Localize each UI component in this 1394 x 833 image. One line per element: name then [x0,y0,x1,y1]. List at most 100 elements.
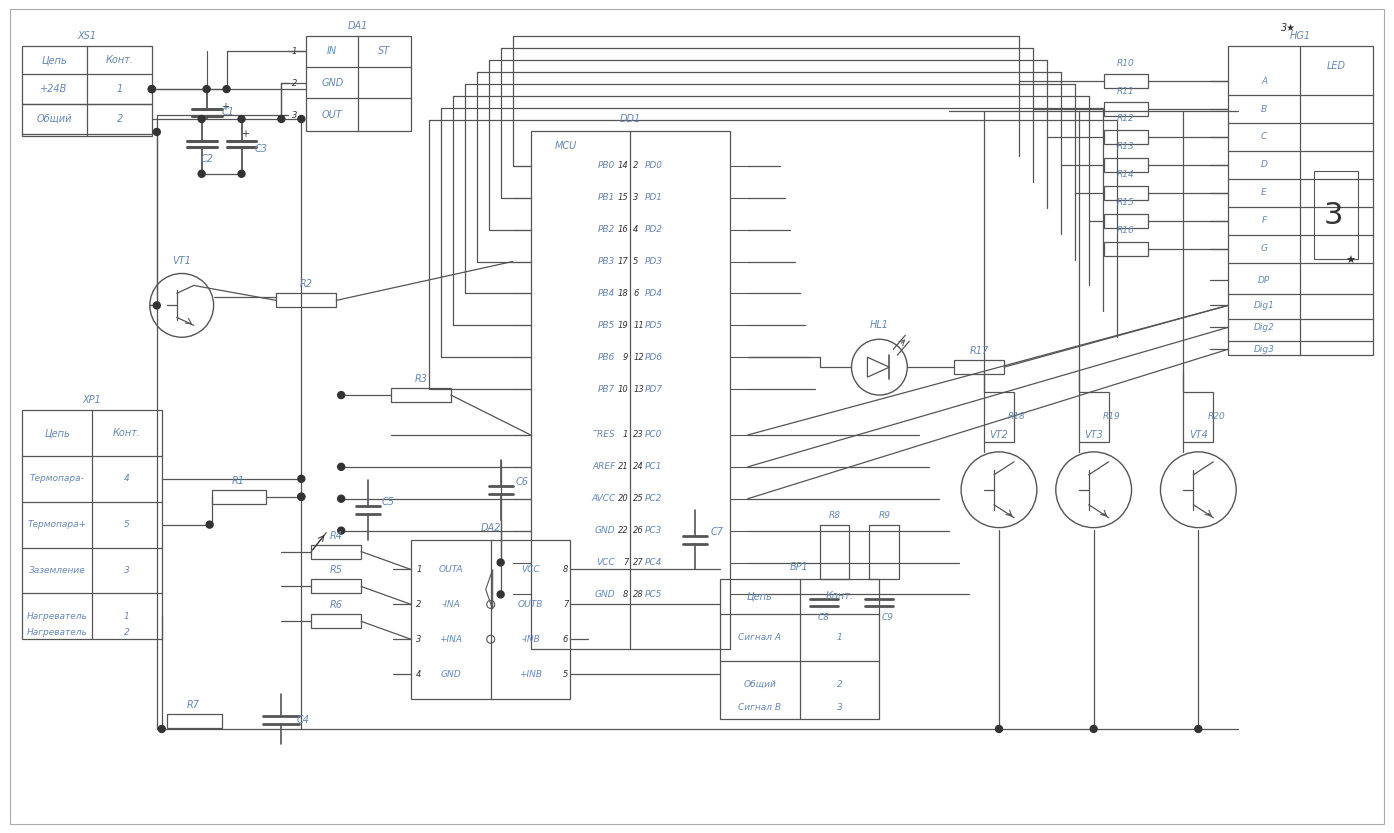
Text: R16: R16 [1117,226,1135,235]
Text: 28: 28 [633,590,644,599]
Text: GND: GND [595,590,615,599]
Text: 8: 8 [623,590,629,599]
Text: PC1: PC1 [645,462,662,471]
Bar [1315,171,1358,258]
Circle shape [298,476,305,482]
Text: -INB: -INB [521,635,539,644]
Text: R14: R14 [1117,170,1135,179]
Text: R12: R12 [1117,114,1135,123]
Text: IN: IN [328,46,337,56]
Text: +: + [241,129,250,139]
Circle shape [148,86,155,92]
Text: HG1: HG1 [1289,32,1310,42]
Text: LED: LED [1326,61,1345,71]
Text: Цепь: Цепь [747,591,772,601]
Text: C4: C4 [297,715,309,725]
Text: ST: ST [378,46,390,56]
Bar [1104,186,1149,200]
Bar [22,410,162,639]
Bar [820,525,849,580]
Text: 5: 5 [633,257,638,266]
Text: PD2: PD2 [645,225,664,234]
Text: Общий: Общий [743,680,776,689]
Circle shape [206,521,213,528]
Bar [1104,130,1149,144]
Text: 27: 27 [633,558,644,567]
Text: 4: 4 [633,225,638,234]
Text: 3: 3 [633,193,638,202]
Text: 7: 7 [563,600,569,609]
Text: VCC: VCC [521,565,539,574]
Text: 3: 3 [291,111,297,119]
Text: 12: 12 [633,352,644,362]
Text: OUT: OUT [322,110,343,120]
Text: Нагреватель: Нагреватель [26,611,88,621]
Text: 14: 14 [618,162,629,170]
Text: B: B [1262,104,1267,113]
Text: R15: R15 [1117,198,1135,207]
Text: ̅RES: ̅RES [598,431,615,440]
Text: +24В: +24В [40,84,68,94]
Text: 3: 3 [1324,202,1344,230]
Bar [167,714,222,728]
Circle shape [995,726,1002,732]
Text: PB7: PB7 [598,385,615,393]
Text: G: G [1260,244,1267,253]
Text: Конт.: Конт. [825,591,853,601]
Text: AVCC: AVCC [591,494,615,503]
Text: 11: 11 [633,321,644,330]
Bar [311,615,361,628]
Text: 1: 1 [291,47,297,56]
Circle shape [159,726,166,732]
Text: C9: C9 [881,613,894,621]
Text: 22: 22 [618,526,629,535]
Text: Dig3: Dig3 [1253,345,1274,354]
Text: 2: 2 [417,600,421,609]
Text: R7: R7 [187,700,201,710]
Bar [870,525,899,580]
Text: Нагреватель: Нагреватель [26,628,88,636]
Bar [307,37,411,131]
Text: 5: 5 [563,670,569,679]
Circle shape [198,170,205,177]
Text: OUTB: OUTB [517,600,544,609]
Text: 19: 19 [618,321,629,330]
Text: F: F [1262,216,1267,225]
Text: PB3: PB3 [598,257,615,266]
Text: 8: 8 [563,565,569,574]
Text: DA1: DA1 [348,22,368,32]
Circle shape [337,463,344,471]
Bar [1228,47,1373,355]
Bar [1104,74,1149,88]
Text: R10: R10 [1117,58,1135,67]
Text: E: E [1262,188,1267,197]
Text: Конт.: Конт. [113,428,141,438]
Text: Конт.: Конт. [106,55,134,65]
Text: PC4: PC4 [645,558,662,567]
Text: PB6: PB6 [598,352,615,362]
Text: 3: 3 [836,702,842,711]
Text: 23: 23 [633,431,644,440]
Text: PC0: PC0 [645,431,662,440]
Circle shape [204,86,210,92]
Text: PB1: PB1 [598,193,615,202]
Text: C6: C6 [516,476,530,486]
Circle shape [337,496,344,502]
Text: 1: 1 [124,611,130,621]
Text: OUTA: OUTA [439,565,463,574]
Text: 1: 1 [623,431,629,440]
Text: R1: R1 [231,476,245,486]
Bar [411,540,570,699]
Text: VT3: VT3 [1085,430,1103,440]
Text: ★: ★ [1345,256,1355,266]
Text: 16: 16 [618,225,629,234]
Text: D: D [1260,160,1267,169]
Text: +: + [220,102,229,112]
Bar [984,392,1013,442]
Text: PB2: PB2 [598,225,615,234]
Text: Dig2: Dig2 [1253,323,1274,332]
Text: R13: R13 [1117,142,1135,152]
Text: 25: 25 [633,494,644,503]
Text: GND: GND [595,526,615,535]
Text: 6: 6 [633,289,638,298]
